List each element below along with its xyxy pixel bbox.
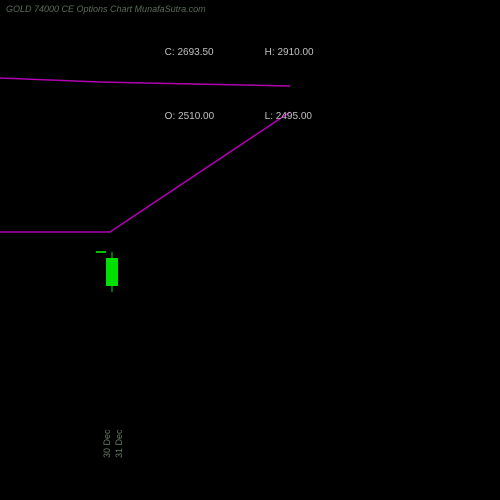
ohlc-high: H: 2910.00 bbox=[265, 46, 314, 60]
ohlc-low: L: 2495.00 bbox=[265, 110, 312, 124]
ohlc-open: O: 2510.00 bbox=[165, 110, 214, 124]
ohlc-readout: C: 2693.50 O: 2510.00 bbox=[148, 10, 214, 160]
x-axis-label-1: 31 Dec bbox=[114, 429, 124, 458]
chart-container: GOLD 74000 CE Options Chart MunafaSutra.… bbox=[0, 0, 500, 500]
ohlc-readout-right: H: 2910.00 L: 2495.00 bbox=[248, 10, 314, 160]
ohlc-close: C: 2693.50 bbox=[165, 46, 214, 60]
candle-body bbox=[106, 258, 118, 286]
x-axis-label-0: 30 Dec bbox=[102, 429, 112, 458]
